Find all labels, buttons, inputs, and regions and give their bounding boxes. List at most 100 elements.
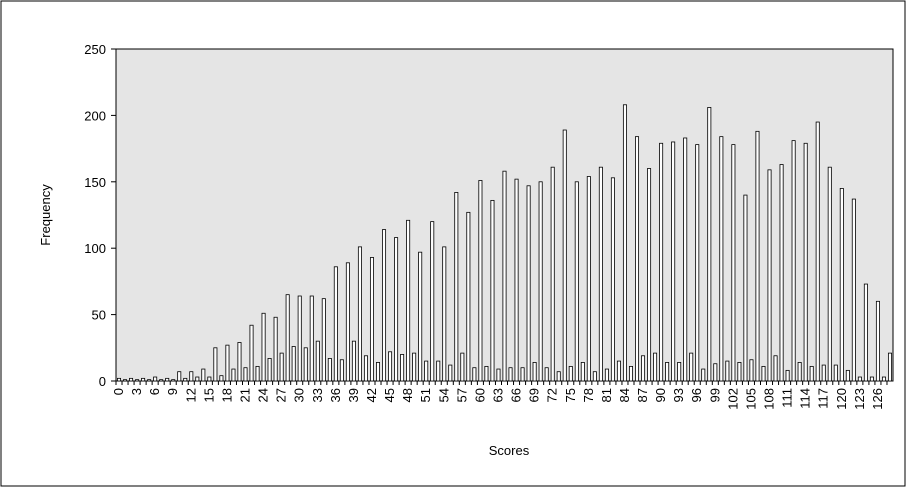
bar — [689, 352, 694, 382]
bar — [321, 298, 326, 382]
bar — [635, 136, 640, 382]
bar — [779, 164, 784, 382]
bar — [845, 369, 850, 382]
bar — [147, 379, 152, 382]
bar — [165, 377, 170, 382]
bar — [369, 257, 374, 382]
bar — [653, 352, 658, 382]
x-tick-label: 18 — [219, 388, 234, 402]
bar — [695, 144, 700, 382]
x-tick-label: 63 — [490, 388, 505, 402]
bar — [550, 166, 555, 382]
bar — [418, 251, 423, 382]
bar — [430, 221, 435, 382]
bar — [610, 177, 615, 382]
x-tick-label: 48 — [400, 388, 415, 402]
y-tick-label: 200 — [84, 108, 106, 123]
bar — [225, 344, 230, 382]
bar — [538, 181, 543, 382]
bar — [297, 295, 302, 382]
x-tick-label: 99 — [707, 388, 722, 402]
bar — [351, 340, 356, 382]
bar — [496, 368, 501, 382]
x-tick-label: 66 — [509, 388, 524, 402]
bar — [315, 340, 320, 382]
bar — [189, 371, 194, 382]
bar — [665, 362, 670, 382]
bar — [484, 365, 489, 382]
bar — [237, 342, 242, 382]
bar — [490, 199, 495, 382]
x-tick-label: 114 — [798, 388, 813, 409]
bar — [773, 355, 778, 382]
bar — [839, 188, 844, 382]
x-tick-label: 33 — [310, 388, 325, 402]
x-tick-label: 3 — [129, 388, 144, 395]
x-tick-label: 27 — [274, 388, 289, 402]
bar — [532, 362, 537, 382]
bar — [478, 180, 483, 382]
x-tick-label: 15 — [201, 388, 216, 402]
bar — [249, 324, 254, 382]
x-tick-label: 126 — [870, 388, 885, 410]
bar — [436, 360, 441, 382]
bar — [628, 365, 633, 382]
x-tick-label: 0 — [111, 388, 126, 395]
bar — [821, 364, 826, 382]
bar — [851, 198, 856, 382]
bar — [707, 107, 712, 382]
x-tick-label: 81 — [599, 388, 614, 402]
bar — [797, 362, 802, 382]
y-axis-title: Frequency — [38, 184, 53, 246]
x-tick-label: 69 — [527, 388, 542, 402]
bar — [333, 266, 338, 382]
x-tick-label: 24 — [256, 388, 271, 402]
bar — [857, 376, 862, 382]
bar — [869, 376, 874, 382]
bar — [303, 347, 308, 382]
bar — [755, 130, 760, 382]
x-tick-label: 102 — [725, 388, 740, 410]
bar — [267, 358, 272, 382]
x-tick-label: 75 — [563, 388, 578, 402]
x-tick-label: 9 — [165, 388, 180, 395]
x-tick-label: 120 — [834, 388, 849, 410]
x-tick-label: 42 — [364, 388, 379, 402]
bar — [273, 316, 278, 382]
bar — [279, 352, 284, 382]
bar — [574, 181, 579, 382]
bar — [183, 377, 188, 382]
bar — [261, 312, 266, 382]
bar — [616, 360, 621, 382]
x-tick-label: 108 — [762, 388, 777, 410]
y-tick-label: 50 — [92, 308, 106, 323]
bar — [153, 376, 158, 382]
bar — [424, 360, 429, 382]
bar — [520, 367, 525, 382]
x-tick-label: 84 — [617, 388, 632, 402]
x-tick-label: 105 — [743, 388, 758, 410]
bar — [809, 365, 814, 382]
bar — [412, 352, 417, 382]
bar — [285, 294, 290, 382]
bar — [767, 169, 772, 382]
bar — [881, 376, 886, 382]
bar — [514, 178, 519, 382]
bar — [761, 365, 766, 382]
y-tick-label: 0 — [99, 374, 106, 389]
bar — [749, 359, 754, 382]
bar — [887, 352, 892, 382]
bar — [671, 141, 676, 382]
bar — [743, 194, 748, 382]
x-tick-label: 90 — [653, 388, 668, 402]
bar — [502, 170, 507, 382]
bar — [725, 360, 730, 382]
bar — [231, 368, 236, 382]
bar — [382, 229, 387, 382]
bar — [339, 359, 344, 382]
x-tick-label: 78 — [581, 388, 596, 402]
bar — [400, 354, 405, 382]
y-tick-label: 250 — [84, 42, 106, 57]
bar — [123, 379, 128, 382]
